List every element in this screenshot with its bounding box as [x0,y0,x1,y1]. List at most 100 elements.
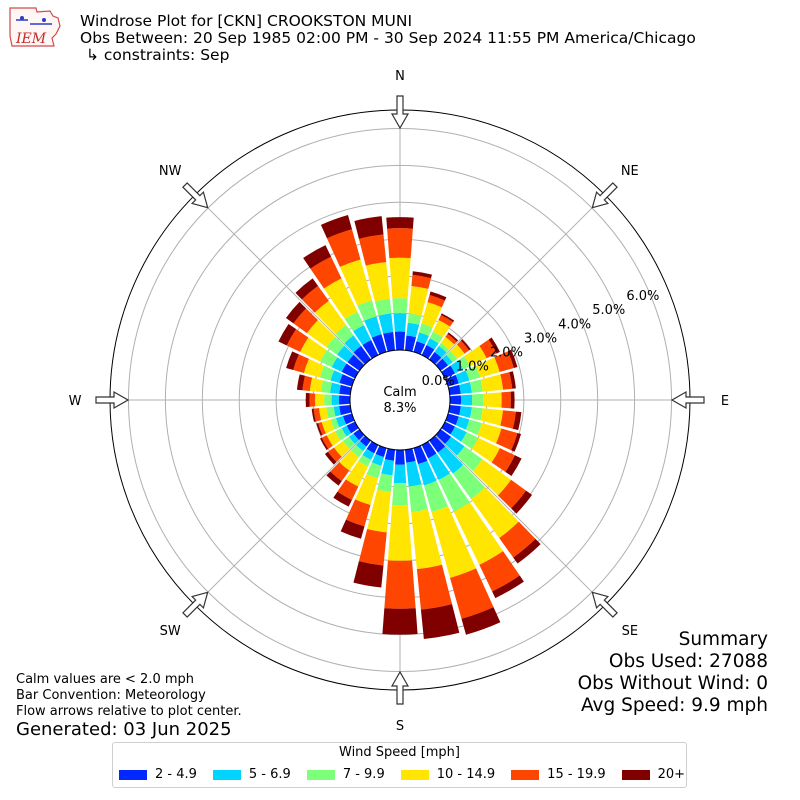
bar-segment [386,217,414,229]
bar-segment [286,329,309,352]
bar-segment [375,445,387,458]
bar-segment [302,375,313,392]
bar-segment [416,564,453,610]
bar-segment [310,256,342,289]
bar-segment [442,354,453,366]
flow-arrow-sw [182,591,209,618]
bar-segment [371,453,384,466]
bar-segment [326,406,336,419]
bar-segment [306,319,336,348]
legend-item: 15 - 19.9 [511,767,606,782]
bar-segment [354,216,384,239]
bar-segment [311,408,316,422]
bar-segment [330,370,343,383]
bar-segment [471,437,500,463]
legend-item: 2 - 4.9 [119,767,197,782]
bar-segment [438,342,450,353]
bar-segment [505,455,522,477]
bar-segment [364,316,382,338]
bar-segment [341,425,352,437]
bar-segment [480,408,504,426]
bar-segment [416,332,429,345]
flow-arrow-se [591,591,618,618]
bar-segment [359,435,371,447]
bar-segment [427,294,445,308]
bar-segment [460,339,471,351]
bar-segment [318,422,326,436]
bar-segment [419,323,433,336]
bar-segment [393,464,407,484]
obs-between: Obs Between: 20 Sep 1985 02:00 PM - 30 S… [80,29,696,47]
bar-segment [324,451,337,465]
legend-title: Wind Speed [mph] [339,745,460,760]
compass-label-e: E [721,394,729,409]
bar-segment [449,395,462,405]
legend-label: 7 - 9.9 [342,767,385,782]
flow-arrow-nw [182,182,209,209]
summary-obs-without-wind: Obs Without Wind: 0 [577,673,768,694]
summary-obs-used: Obs Used: 27088 [608,651,768,672]
bar-segment [450,426,467,442]
bar-segment [357,300,377,321]
bar-segment [432,320,451,338]
bar-segment [406,322,420,338]
bar-segment [511,490,533,514]
bar-segment [339,404,352,416]
bar-segment [482,392,502,408]
bar-segment [358,528,387,566]
bar-segment [421,344,435,359]
bar-segment [479,339,497,359]
radial-tick-label: 1.0% [456,360,489,375]
bar-segment [445,436,465,456]
bar-segment [438,315,454,327]
bar-segment [445,413,459,426]
bar-segment [456,446,483,472]
note-bar-convention: Bar Convention: Meteorology [16,688,206,703]
bar-segment [456,340,470,354]
bar-segment [441,336,455,350]
bar-segment [303,358,325,378]
bar-segment [411,274,432,289]
legend-swatch [511,769,540,780]
bar-segment [387,505,413,561]
bar-segment [513,538,541,564]
bar-segment [479,551,520,592]
bar-segment [424,480,448,513]
bar-segment [446,350,458,363]
bar-segment [321,419,335,434]
bar-segment [429,291,447,301]
bar-segment [452,464,486,500]
bar-segment [353,561,384,588]
iem-logo: IEM [6,6,64,52]
bar-segment [345,461,368,487]
bar-segment [501,391,511,409]
legend-label: 2 - 4.9 [155,767,197,782]
bar-segment [324,394,332,406]
flow-arrow-n [390,95,410,130]
bar-segment [326,431,341,446]
bar-segment [458,356,471,370]
bar-segment [411,509,442,570]
bar-segment [358,455,372,467]
bar-segment [353,429,365,441]
bar-segment [420,604,460,639]
grid-spoke [194,194,365,365]
legend-label: 10 - 14.9 [436,767,496,782]
bar-segment [331,357,347,372]
note-flow-arrows: Flow arrows relative to plot center. [16,704,242,719]
bar-segment [286,351,299,370]
bar-segment [326,471,342,486]
bar-segment [327,447,342,462]
bar-segment [367,489,391,533]
compass-label-nw: NW [159,164,182,179]
radial-tick-label: 6.0% [626,289,659,304]
bar-segment [301,285,329,313]
bar-segment [326,336,345,355]
bar-segment [346,421,359,434]
bar-segment [353,345,371,365]
bar-segment [407,313,422,325]
flow-arrow-w [95,390,130,410]
calm-percent: 8.3% [383,401,416,416]
bar-segment [393,313,407,332]
bar-segment [408,484,428,513]
